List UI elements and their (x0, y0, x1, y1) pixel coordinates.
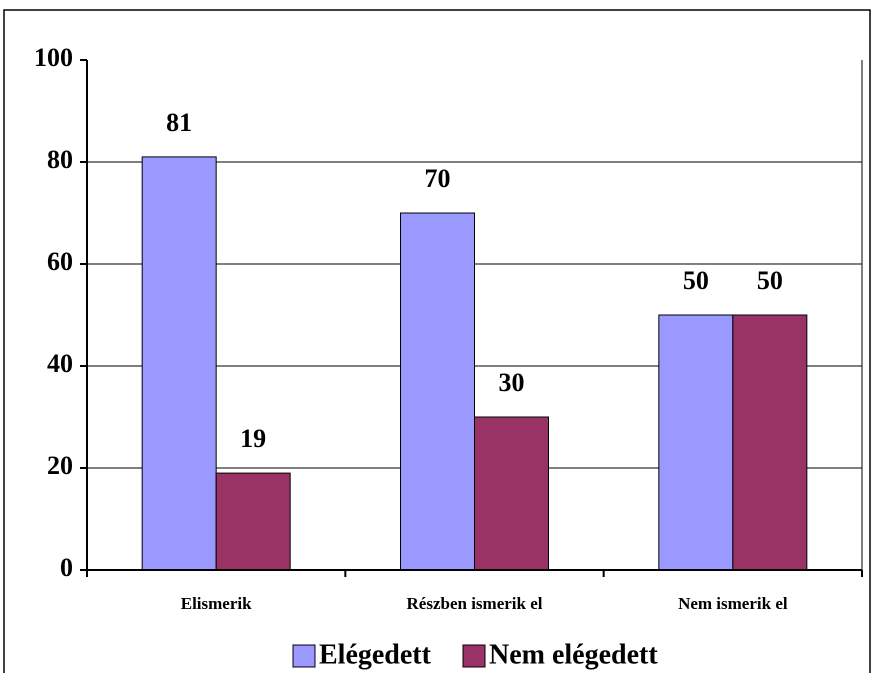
bar (215, 472, 291, 571)
x-tick-label: Részben ismerik el (407, 594, 543, 613)
y-tick-label: 20 (47, 451, 73, 480)
y-tick-label: 100 (34, 43, 73, 72)
y-tick-label: 40 (47, 349, 73, 378)
bar (474, 416, 549, 571)
bar (141, 156, 217, 571)
legend-swatch (292, 644, 316, 668)
bar (400, 212, 475, 571)
x-tick-label: Elismerik (181, 594, 252, 613)
bar (732, 314, 808, 571)
x-tick-label: Nem ismerik el (678, 594, 788, 613)
legend-label: Elégedett (319, 639, 432, 670)
value-label: 70 (425, 164, 451, 193)
legend-label: Nem elégedett (489, 639, 658, 670)
y-tick-label: 0 (60, 553, 73, 582)
y-tick-label: 60 (47, 247, 73, 276)
y-tick-label: 80 (47, 145, 73, 174)
chart-frame (3, 9, 871, 673)
value-label: 19 (240, 424, 266, 453)
value-label: 50 (683, 266, 709, 295)
value-label: 81 (166, 108, 192, 137)
bar (658, 314, 734, 571)
value-label: 30 (499, 368, 525, 397)
legend-swatch (462, 644, 486, 668)
value-label: 50 (757, 266, 783, 295)
